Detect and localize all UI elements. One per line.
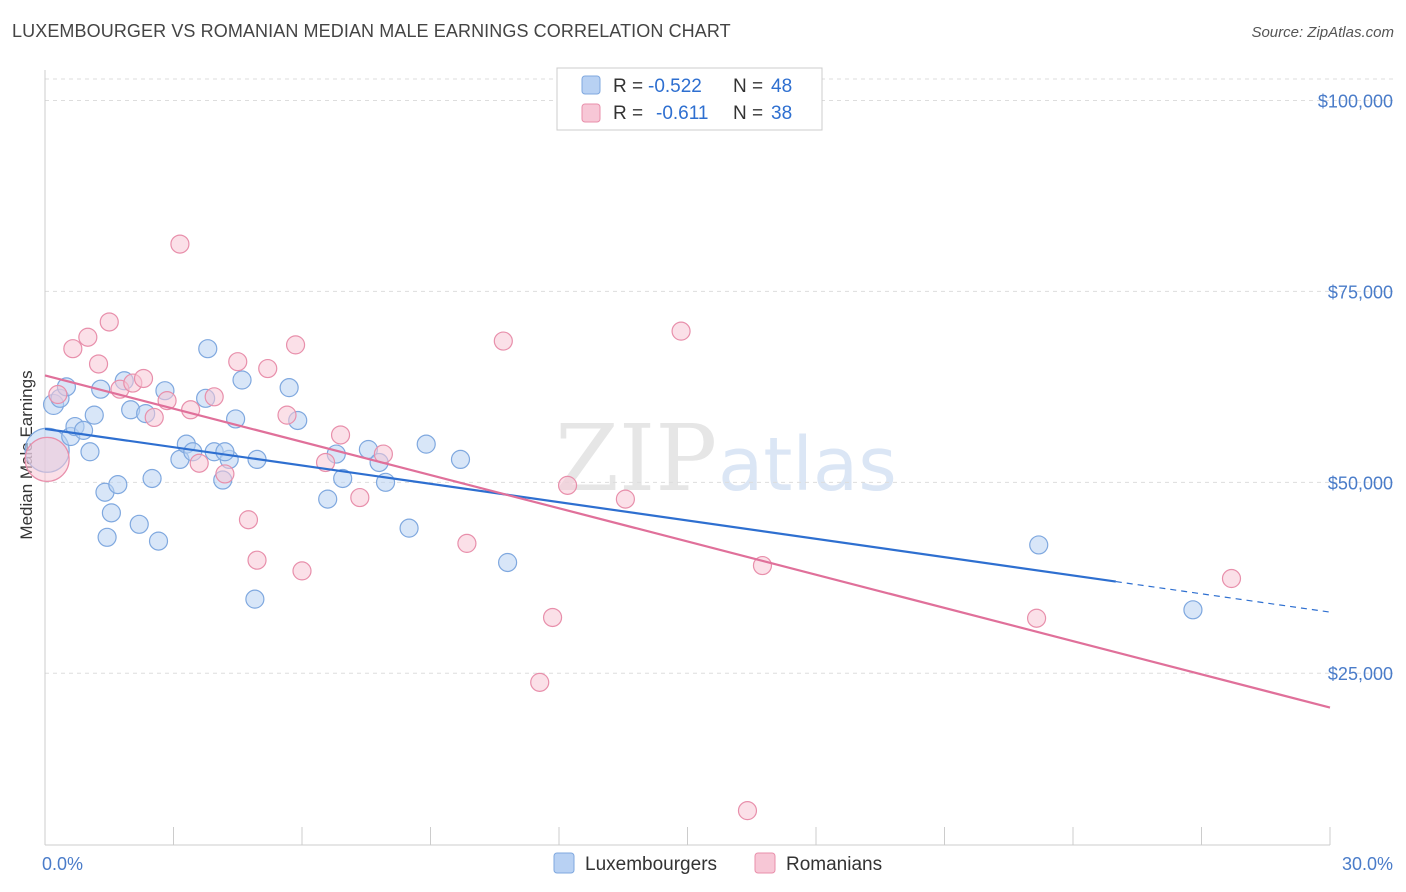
romanian-point — [204, 387, 224, 407]
axes — [44, 70, 1331, 846]
romanian-point — [330, 425, 351, 445]
y-tick-label: $75,000 — [1328, 282, 1393, 302]
luxembourger-point — [215, 442, 235, 462]
y-tick-labels: $25,000 $50,000 $75,000 $100,000 — [1318, 92, 1393, 685]
luxembourger-point — [399, 518, 419, 538]
romanians-points — [24, 234, 1242, 821]
y-tick-label: $25,000 — [1328, 664, 1393, 684]
source-credit: Source: ZipAtlas.com — [1251, 24, 1394, 41]
bottom-legend-swatch-romanians — [754, 852, 776, 874]
romanian-point — [189, 453, 209, 473]
romanian-point — [181, 400, 201, 420]
luxembourger-point — [129, 514, 149, 534]
romanian-point — [457, 533, 477, 553]
luxembourger-point — [97, 527, 117, 547]
romanian-point — [133, 368, 154, 389]
luxembourger-point — [101, 503, 121, 523]
romanian-point — [350, 487, 370, 508]
legend-n-value-2: 38 — [771, 103, 792, 124]
romanian-point — [170, 234, 190, 254]
romanian-point — [48, 384, 68, 405]
romanian-point — [215, 464, 235, 484]
bottom-legend-label-luxembourgers: Luxembourgers — [585, 854, 717, 875]
watermark-atlas: atlas — [718, 422, 897, 508]
romanian-point — [1221, 568, 1242, 589]
luxembourger-point — [108, 475, 128, 495]
romanian-point — [63, 339, 83, 359]
luxembourger-point — [232, 370, 252, 390]
romanian-point — [615, 489, 635, 509]
y-tick-label: $100,000 — [1318, 92, 1393, 112]
legend-box — [556, 67, 823, 131]
luxembourger-point — [80, 442, 100, 462]
romanian-point — [258, 358, 278, 379]
legend-r-label-2: R = — [613, 103, 643, 124]
legend-n-label-1: N = — [733, 76, 763, 97]
trend-lines — [44, 374, 1331, 709]
luxembourger-point — [142, 468, 162, 489]
watermark-zip: ZIP — [555, 405, 717, 512]
romanian-point — [78, 327, 98, 347]
luxembourger-point — [333, 468, 353, 489]
romanian-point — [530, 672, 550, 692]
luxembourger-point — [1183, 600, 1203, 620]
legend-r-label-1: R = — [613, 76, 643, 97]
romanian-point — [737, 801, 758, 821]
legend-r-value-2: -0.611 — [656, 103, 708, 124]
legend-swatch-romanians — [581, 103, 601, 123]
luxembourgers-trend-line — [44, 427, 1116, 583]
romanian-point — [228, 352, 248, 372]
luxembourger-point — [416, 434, 436, 454]
bottom-legend-swatch-luxembourgers — [553, 852, 575, 874]
series-legend: Luxembourgers Romanians — [553, 852, 882, 875]
legend-r-value-1: -0.522 — [648, 76, 702, 97]
x-tick-label-min: 0.0% — [42, 854, 83, 874]
luxembourger-point — [198, 339, 218, 359]
romanian-point — [24, 436, 70, 483]
luxembourger-point — [279, 378, 299, 398]
luxembourgers-trend-extension — [1115, 580, 1331, 613]
romanian-point — [315, 452, 336, 473]
romanian-point — [99, 312, 119, 332]
bottom-legend-label-romanians: Romanians — [786, 854, 882, 875]
y-tick-label: $50,000 — [1328, 473, 1393, 493]
luxembourger-point — [84, 405, 104, 425]
luxembourger-point — [148, 531, 169, 551]
luxembourger-point — [245, 589, 265, 609]
correlation-legend: R = -0.522 N = 48 R = -0.611 N = 38 — [556, 67, 823, 131]
luxembourger-point — [1029, 535, 1049, 555]
romanian-point — [542, 607, 563, 628]
x-tick-label-max: 30.0% — [1342, 854, 1393, 874]
romanians-trend-line — [44, 374, 1331, 709]
legend-n-label-2: N = — [733, 103, 763, 124]
romanian-point — [88, 354, 109, 374]
romanian-point — [493, 331, 513, 351]
luxembourger-point — [498, 552, 518, 573]
romanian-point — [671, 321, 691, 341]
watermark: ZIP atlas — [555, 405, 897, 512]
luxembourger-point — [450, 449, 471, 470]
romanian-point — [285, 335, 306, 355]
romanian-point — [557, 475, 578, 495]
romanian-point — [292, 561, 312, 581]
x-tick-labels: 0.0% 30.0% — [42, 854, 1393, 874]
chart-title: LUXEMBOURGER VS ROMANIAN MEDIAN MALE EAR… — [12, 21, 731, 41]
legend-swatch-luxembourgers — [581, 75, 601, 95]
romanian-point — [238, 510, 259, 530]
luxembourger-point — [73, 420, 94, 440]
legend-n-value-1: 48 — [771, 76, 792, 97]
romanian-point — [144, 407, 164, 428]
romanian-point — [1026, 608, 1047, 628]
luxembourger-point — [318, 489, 338, 509]
romanian-point — [277, 405, 297, 425]
romanian-point — [247, 550, 267, 570]
